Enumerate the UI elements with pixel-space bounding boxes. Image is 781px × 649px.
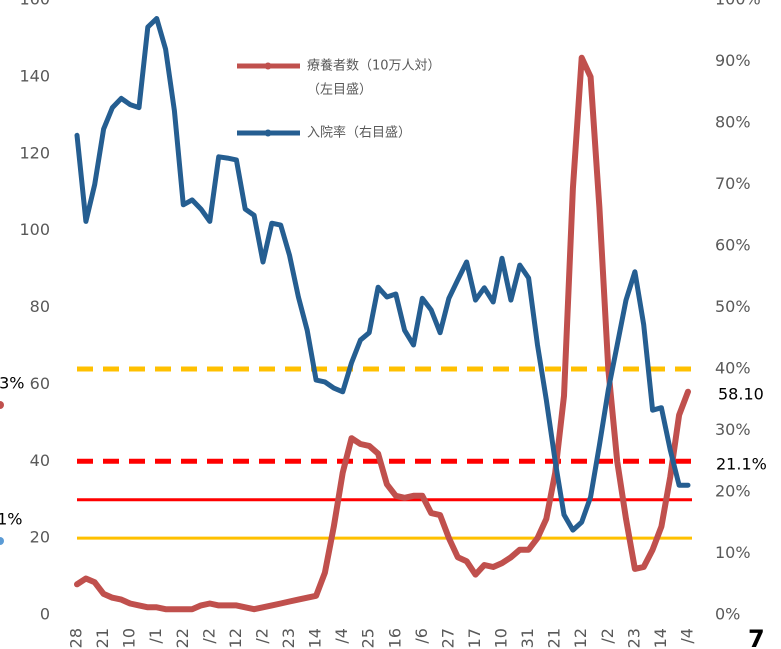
x-tick-label: 14 xyxy=(651,628,670,648)
x-tick-label: 10 xyxy=(492,628,511,648)
annotation: 58.10 xyxy=(718,385,764,404)
x-tick-label: 17 xyxy=(465,628,484,648)
y2-tick-label: 10% xyxy=(715,543,751,562)
y-tick-label: 160 xyxy=(19,0,50,9)
y-tick-label: 60 xyxy=(30,374,50,393)
y2-tick-label: 70% xyxy=(715,174,751,193)
x-tick-label: /1 xyxy=(146,628,165,644)
x-tick-label: /6 xyxy=(412,628,431,644)
y2-tick-label: 30% xyxy=(715,420,751,439)
series-line xyxy=(74,16,691,533)
y2-tick-label: 90% xyxy=(715,51,751,70)
legend-marker xyxy=(264,129,272,137)
series-line xyxy=(74,54,691,613)
x-tick-label: 27 xyxy=(438,628,457,648)
y-tick-label: 20 xyxy=(30,528,50,547)
x-tick-label: 31 xyxy=(518,628,537,648)
x-tick-label: 23 xyxy=(624,628,643,648)
x-tick-label: 12 xyxy=(226,628,245,648)
annotation: 7 xyxy=(748,625,765,649)
x-tick-label: 22 xyxy=(173,628,192,648)
annotation-dot xyxy=(0,401,4,409)
x-tick-label: /2 xyxy=(252,628,271,644)
legend-label: 療養者数（10万人対） xyxy=(307,58,441,74)
y2-tick-label: 0% xyxy=(715,605,740,624)
x-tick-label: 10 xyxy=(120,628,139,648)
x-tick-label: 28 xyxy=(67,628,86,648)
y-tick-label: 0 xyxy=(40,605,50,624)
legend-label: 入院率（右目盛） xyxy=(307,125,411,141)
y-tick-label: 140 xyxy=(19,66,50,85)
legend-label: （左目盛） xyxy=(307,83,372,98)
x-tick-label: 16 xyxy=(385,628,404,648)
y-tick-label: 80 xyxy=(30,297,50,316)
annotation: .3% xyxy=(0,374,24,393)
x-tick-label: /2 xyxy=(598,628,617,644)
y-tick-label: 100 xyxy=(19,220,50,239)
legend-marker xyxy=(264,62,272,70)
x-tick-label: /2 xyxy=(199,628,218,644)
x-tick-label: 14 xyxy=(306,628,325,648)
y2-tick-label: 40% xyxy=(715,359,751,378)
x-tick-label: 12 xyxy=(571,628,590,648)
x-tick-label: /4 xyxy=(678,628,697,644)
annotation: 21.1% xyxy=(716,455,767,474)
x-tick-label: 21 xyxy=(93,628,112,648)
x-tick-label: /4 xyxy=(332,628,351,644)
x-tick-label: 21 xyxy=(545,628,564,648)
x-tick-label: 23 xyxy=(279,628,298,648)
y-tick-label: 40 xyxy=(30,451,50,470)
y2-tick-label: 60% xyxy=(715,236,751,255)
y2-tick-label: 50% xyxy=(715,297,751,316)
y2-tick-label: 80% xyxy=(715,113,751,132)
y2-tick-label: 20% xyxy=(715,482,751,501)
annotation-dot xyxy=(0,537,4,545)
annotation: .1% xyxy=(0,510,22,529)
y2-tick-label: 100% xyxy=(715,0,761,9)
x-tick-label: 25 xyxy=(359,628,378,648)
y-tick-label: 120 xyxy=(19,143,50,162)
